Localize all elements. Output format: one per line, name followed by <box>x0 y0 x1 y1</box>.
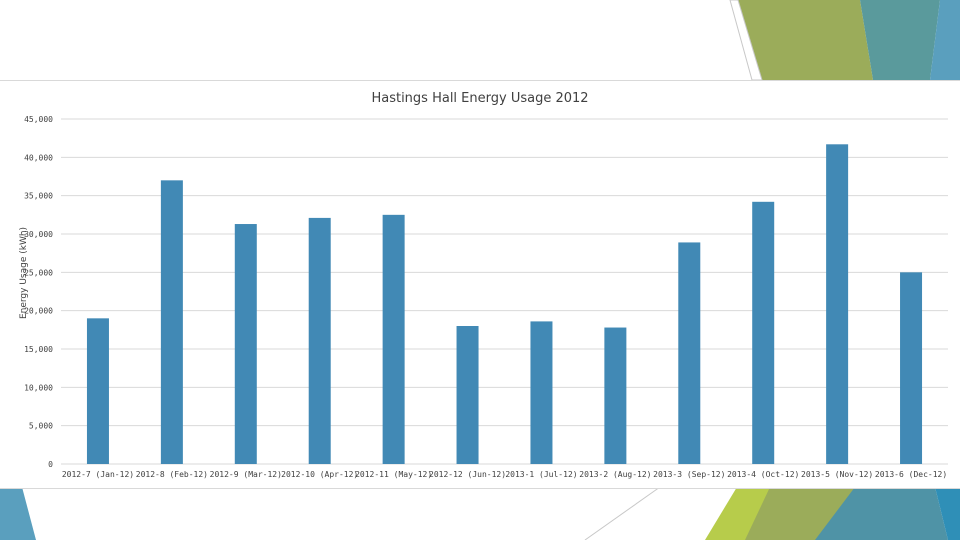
bar <box>752 201 775 465</box>
y-tick-label: 35,000 <box>24 192 53 201</box>
decor-teal-shape-top <box>860 0 940 80</box>
x-tick-label: 2012-8 (Feb-12) <box>136 470 208 479</box>
decor-blue-shape-bottom-right <box>935 487 960 540</box>
x-tick-label: 2012-10 (Apr-12) <box>281 470 358 479</box>
y-tick-label: 25,000 <box>24 268 53 277</box>
decor-blue-shape-top <box>930 0 960 80</box>
decor-blue-shape-bottom-left <box>0 487 36 540</box>
bar <box>678 242 701 464</box>
x-tick-label: 2013-2 (Aug-12) <box>579 470 651 479</box>
bar <box>234 224 257 464</box>
x-tick-label: 2012-7 (Jan-12) <box>62 470 134 479</box>
x-tick-label: 2012-11 (May-12) <box>355 470 432 479</box>
decor-olive-shape-top <box>738 0 873 80</box>
y-tick-label: 40,000 <box>24 153 53 162</box>
chart-title: Hastings Hall Energy Usage 2012 <box>371 91 588 106</box>
decor-teal-shape-bottom <box>815 487 948 540</box>
y-tick-label: 0 <box>48 460 53 469</box>
y-axis-ticks: 0 5,000 10,000 15,000 20,000 25,000 30,000 35,0… <box>24 115 53 469</box>
bar <box>86 318 109 464</box>
bar <box>604 327 627 464</box>
bar <box>826 144 849 465</box>
chart-panel: Hastings Hall Energy Usage 2012 Energy U… <box>0 80 960 489</box>
bar <box>308 217 331 464</box>
x-tick-label: 2012-9 (Mar-12) <box>210 470 282 479</box>
y-tick-label: 5,000 <box>29 422 53 431</box>
y-tick-label: 20,000 <box>24 307 53 316</box>
bars <box>86 144 923 465</box>
bar <box>530 321 553 464</box>
bar <box>456 326 479 464</box>
x-tick-label: 2012-12 (Jun-12) <box>429 470 506 479</box>
x-tick-label: 2013-1 (Jul-12) <box>505 470 577 479</box>
x-tick-label: 2013-4 (Oct-12) <box>727 470 799 479</box>
x-axis-ticks: 2012-7 (Jan-12) 2012-8 (Feb-12) 2012-9 (Ma… <box>62 470 947 479</box>
bar <box>160 180 183 464</box>
gridlines <box>61 118 948 465</box>
bar-chart: Hastings Hall Energy Usage 2012 Energy U… <box>19 91 948 479</box>
y-tick-label: 30,000 <box>24 230 53 239</box>
y-tick-label: 10,000 <box>24 383 53 392</box>
x-tick-label: 2013-3 (Sep-12) <box>653 470 725 479</box>
y-axis-title: Energy Usage (kWh) <box>19 227 29 319</box>
bar <box>900 272 923 464</box>
y-tick-label: 15,000 <box>24 345 53 354</box>
y-tick-label: 45,000 <box>24 115 53 124</box>
decor-thin-line-bottom <box>584 486 661 540</box>
x-tick-label: 2013-5 (Nov-12) <box>801 470 873 479</box>
bar <box>382 214 405 464</box>
x-tick-label: 2013-6 (Dec-12) <box>875 470 947 479</box>
